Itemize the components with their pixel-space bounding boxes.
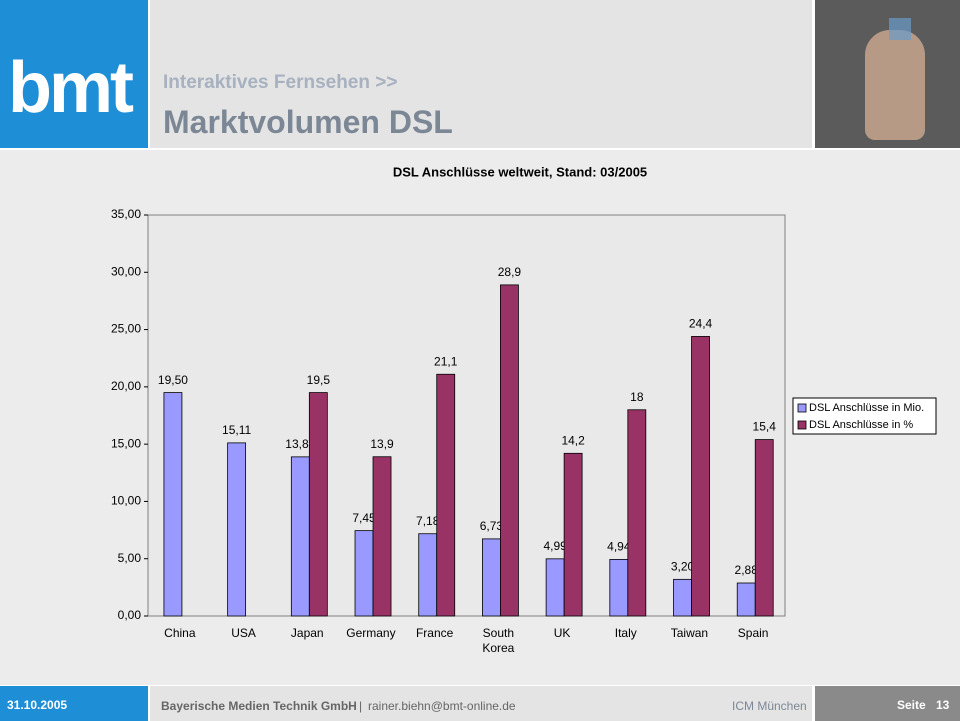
data-label: 24,4 xyxy=(689,317,713,331)
bar xyxy=(736,582,756,617)
bar xyxy=(563,452,583,617)
x-tick-label: USA xyxy=(231,626,256,640)
x-tick-label: China xyxy=(164,626,196,640)
bar xyxy=(691,336,710,617)
plot-area xyxy=(147,214,786,617)
data-label: 4,99 xyxy=(543,539,567,553)
data-label: 21,1 xyxy=(434,354,458,368)
bar xyxy=(482,538,501,617)
bar xyxy=(308,392,328,617)
y-tick-label: 20,00 xyxy=(111,379,141,393)
data-label: 15,4 xyxy=(753,420,777,434)
logo: bmt xyxy=(8,48,134,128)
legend xyxy=(792,397,937,435)
y-tick-label: 25,00 xyxy=(111,322,141,336)
data-label: 6,73 xyxy=(480,519,504,533)
data-label: 19,5 xyxy=(307,373,331,387)
logo-box: bmt xyxy=(0,0,148,148)
data-label: 15,11 xyxy=(222,423,251,437)
data-label: 14,2 xyxy=(561,433,585,447)
data-label: 18 xyxy=(630,390,644,404)
data-label: 13,9 xyxy=(370,437,394,451)
bar xyxy=(290,456,310,617)
data-label: 2,88 xyxy=(735,563,759,577)
y-tick-label: 5,00 xyxy=(118,551,142,565)
bar xyxy=(673,578,692,617)
footer-page: Seite 13 xyxy=(815,686,960,721)
page-label: Seite xyxy=(897,698,926,712)
bar xyxy=(163,392,183,617)
x-tick-label: Germany xyxy=(346,626,396,640)
bar xyxy=(227,442,247,617)
y-tick-label: 15,00 xyxy=(111,436,141,450)
y-tick-label: 0,00 xyxy=(118,608,142,622)
footer-company: Bayerische Medien Technik GmbH xyxy=(161,699,357,713)
data-label: 7,18 xyxy=(416,514,440,528)
bar xyxy=(354,530,374,617)
header: Interaktives Fernsehen >> Marktvolumen D… xyxy=(150,0,812,148)
x-tick-label: Italy xyxy=(614,626,637,640)
x-tick-label: South Korea xyxy=(482,626,515,655)
legend-label: DSL Anschlüsse in Mio. xyxy=(809,402,924,414)
x-tick-label: UK xyxy=(553,626,571,640)
button xyxy=(889,18,911,40)
x-tick-label: France xyxy=(415,626,454,640)
y-tick-label: 30,00 xyxy=(111,264,141,278)
data-label: 4,94 xyxy=(607,540,631,554)
header-image xyxy=(815,0,960,148)
footer-date: 31.10.2005 xyxy=(7,698,68,712)
page-number: 13 xyxy=(936,698,950,712)
data-label: 19,50 xyxy=(158,373,188,387)
footer-separator: | xyxy=(359,699,363,713)
data-label: 13,89 xyxy=(285,437,315,451)
bar xyxy=(545,558,565,617)
bar xyxy=(627,409,647,617)
x-tick-label: Japan xyxy=(290,626,324,640)
bar xyxy=(609,559,629,617)
legend-label: DSL Anschlüsse in % xyxy=(809,419,913,431)
subtitle: Interaktives Fernsehen >> xyxy=(163,72,398,93)
footer-email: rainer.biehn@bmt-online.de xyxy=(368,699,516,713)
bar xyxy=(500,284,519,617)
chart-title: DSL Anschlüsse weltweit, Stand: 03/2005 xyxy=(393,164,647,179)
footer: Bayerische Medien Technik GmbH | rainer.… xyxy=(150,686,812,721)
hand xyxy=(865,30,925,140)
y-tick-label: 10,00 xyxy=(111,494,141,508)
footer-location: ICM München xyxy=(732,699,807,713)
x-tick-label: Taiwan xyxy=(670,626,709,640)
data-label: 28,9 xyxy=(498,265,522,279)
data-label: 7,45 xyxy=(352,511,376,525)
bar xyxy=(436,373,456,617)
y-tick-label: 35,00 xyxy=(111,207,141,221)
title: Marktvolumen DSL xyxy=(163,104,453,140)
data-label: 3,20 xyxy=(671,560,695,574)
bar xyxy=(372,456,392,617)
legend-swatch xyxy=(797,420,807,430)
bar xyxy=(754,439,774,617)
legend-swatch xyxy=(797,403,807,413)
bar xyxy=(418,533,438,617)
x-tick-label: Spain xyxy=(737,626,769,640)
footer-date-box: 31.10.2005 xyxy=(0,686,148,721)
